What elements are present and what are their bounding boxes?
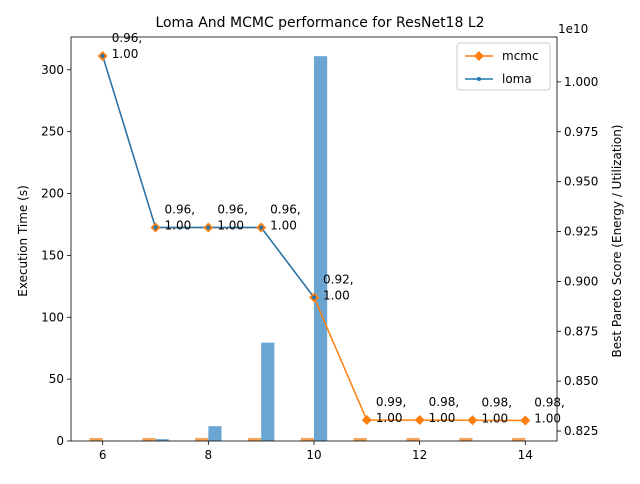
- bar-mcmc-12: [406, 438, 419, 441]
- y-left-tick-label-250: 250: [41, 125, 64, 139]
- point-mcmc-11: [362, 415, 372, 425]
- annotation-7-line2: 1.00: [165, 219, 192, 233]
- chart-title: Loma And MCMC performance for ResNet18 L…: [155, 15, 484, 31]
- y-left-axis-label: Execution Time (s): [16, 185, 30, 297]
- legend: mcmc loma: [457, 43, 550, 90]
- y-right-tick-label-0.9: 0.900: [564, 274, 598, 288]
- annotation-6-line1: 0.96,: [112, 31, 143, 45]
- annotation-8-line1: 0.96,: [217, 203, 248, 217]
- annotation-9-line1: 0.96,: [270, 203, 301, 217]
- point-loma-8: [206, 226, 210, 230]
- annotation-11-line1: 0.99,: [376, 395, 407, 409]
- point-loma-10: [312, 295, 316, 299]
- y-right-tick-label-0.85: 0.850: [564, 374, 598, 388]
- annotation-12-line2: 1.00: [429, 411, 456, 425]
- bar-mcmc-7: [142, 438, 155, 441]
- annotation-6-line2: 1.00: [112, 47, 139, 61]
- bar-loma-8: [208, 426, 221, 441]
- y-right-tick-label-0.825: 0.825: [564, 424, 598, 438]
- y-left-tick-label-0: 0: [56, 434, 64, 448]
- y-left-tick-label-150: 150: [41, 248, 64, 262]
- legend-label-mcmc: mcmc: [502, 49, 539, 63]
- y-right-axis-label: Best Pareto Score (Energy / Utilization): [610, 125, 624, 358]
- y-left-tick-label-50: 50: [49, 372, 64, 386]
- annotation-13-line1: 0.98,: [481, 395, 512, 409]
- legend-marker-loma: [477, 77, 481, 81]
- annotation-9-line2: 1.00: [270, 219, 297, 233]
- y-right-tick-label-0.95: 0.950: [564, 175, 598, 189]
- annotation-12-line1: 0.98,: [429, 395, 460, 409]
- bar-mcmc-9: [248, 438, 261, 441]
- y-left-tick-label-100: 100: [41, 310, 64, 324]
- annotation-13-line2: 1.00: [481, 411, 508, 425]
- x-tick-label-12: 12: [412, 448, 427, 462]
- point-mcmc-13: [467, 415, 477, 425]
- y-right-tick-label-1: 1.000: [564, 75, 598, 89]
- bar-mcmc-13: [459, 438, 472, 441]
- point-loma-7: [154, 226, 158, 230]
- y-left-tick-label-200: 200: [41, 187, 64, 201]
- x-tick-label-8: 8: [205, 448, 213, 462]
- bars-layer: [89, 56, 525, 441]
- x-tick-label-6: 6: [99, 448, 107, 462]
- x-tick-label-14: 14: [518, 448, 533, 462]
- annotation-11-line2: 1.00: [376, 411, 403, 425]
- bar-mcmc-6: [89, 438, 102, 441]
- y-left-tick-label-300: 300: [41, 63, 64, 77]
- y-right-tick-label-0.925: 0.925: [564, 225, 598, 239]
- bar-mcmc-10: [301, 438, 314, 441]
- point-loma-9: [259, 226, 263, 230]
- bar-loma-9: [261, 343, 274, 441]
- bar-mcmc-14: [512, 438, 525, 441]
- bar-mcmc-8: [195, 438, 208, 441]
- annotation-10-line1: 0.92,: [323, 272, 354, 286]
- line-loma: [103, 56, 314, 297]
- bar-mcmc-11: [354, 438, 367, 441]
- annotation-14-line1: 0.98,: [534, 395, 565, 409]
- point-mcmc-14: [520, 415, 530, 425]
- point-loma-6: [101, 54, 105, 58]
- point-mcmc-12: [415, 415, 425, 425]
- annotation-8-line2: 1.00: [217, 219, 244, 233]
- bar-loma-10: [314, 56, 327, 441]
- y-right-tick-label-0.975: 0.975: [564, 125, 598, 139]
- y-right-offset-label: 1e10: [558, 22, 588, 36]
- y-right-tick-label-0.875: 0.875: [564, 324, 598, 338]
- annotation-10-line2: 1.00: [323, 288, 350, 302]
- legend-label-loma: loma: [502, 72, 532, 86]
- x-tick-label-10: 10: [306, 448, 321, 462]
- annotation-7-line1: 0.96,: [165, 203, 196, 217]
